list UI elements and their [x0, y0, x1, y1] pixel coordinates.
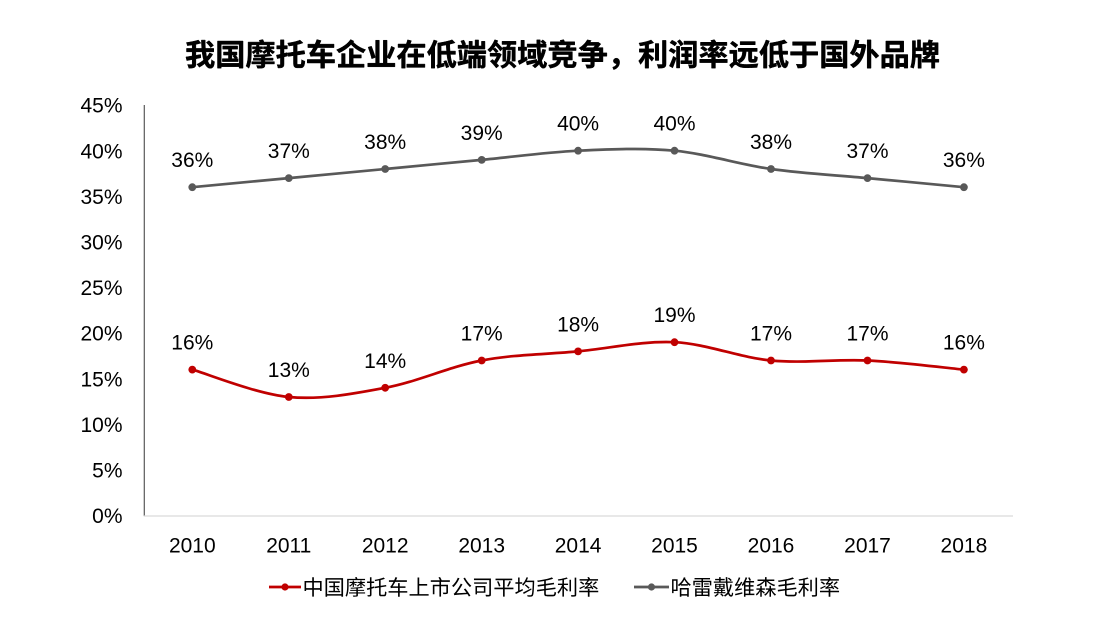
svg-text:39%: 39%: [461, 122, 503, 145]
svg-text:10%: 10%: [80, 414, 122, 437]
svg-text:2013: 2013: [458, 534, 505, 557]
svg-text:0%: 0%: [92, 505, 122, 528]
svg-text:2016: 2016: [748, 534, 795, 557]
svg-text:16%: 16%: [943, 332, 985, 355]
svg-text:38%: 38%: [750, 131, 792, 154]
svg-text:2012: 2012: [362, 534, 409, 557]
svg-text:2017: 2017: [844, 534, 891, 557]
svg-text:17%: 17%: [461, 323, 503, 346]
svg-text:18%: 18%: [557, 313, 599, 336]
svg-text:30%: 30%: [80, 232, 122, 255]
svg-text:13%: 13%: [268, 359, 310, 382]
svg-text:25%: 25%: [80, 277, 122, 300]
svg-text:36%: 36%: [171, 149, 213, 172]
svg-text:17%: 17%: [750, 323, 792, 346]
svg-text:16%: 16%: [171, 332, 213, 355]
svg-text:5%: 5%: [92, 460, 122, 483]
svg-text:2010: 2010: [169, 534, 216, 557]
svg-text:40%: 40%: [80, 140, 122, 163]
svg-text:2015: 2015: [651, 534, 698, 557]
svg-text:2014: 2014: [555, 534, 602, 557]
svg-text:2018: 2018: [941, 534, 988, 557]
svg-text:36%: 36%: [943, 149, 985, 172]
svg-text:45%: 45%: [80, 95, 122, 118]
svg-text:14%: 14%: [364, 350, 406, 373]
svg-text:37%: 37%: [846, 140, 888, 163]
svg-text:19%: 19%: [653, 304, 695, 327]
svg-text:37%: 37%: [268, 140, 310, 163]
svg-text:20%: 20%: [80, 323, 122, 346]
svg-text:38%: 38%: [364, 131, 406, 154]
svg-text:2011: 2011: [266, 534, 311, 557]
svg-text:40%: 40%: [557, 113, 599, 136]
svg-text:40%: 40%: [653, 113, 695, 136]
svg-text:17%: 17%: [846, 323, 888, 346]
svg-text:35%: 35%: [80, 186, 122, 209]
svg-text:15%: 15%: [80, 368, 122, 391]
